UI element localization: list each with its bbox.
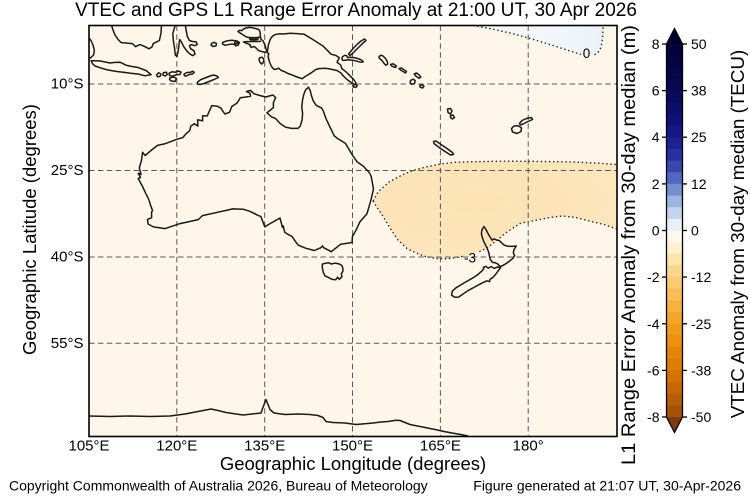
svg-text:6: 6 (652, 83, 660, 99)
svg-text:4: 4 (652, 129, 660, 145)
svg-text:Figure generated at 21:07 UT,: Figure generated at 21:07 UT, 30-Apr-202… (473, 478, 741, 494)
svg-text:-8: -8 (647, 409, 660, 425)
svg-text:135°E: 135°E (244, 438, 285, 455)
svg-text:0: 0 (691, 223, 699, 239)
svg-text:Geographic Latitude (degrees): Geographic Latitude (degrees) (19, 104, 40, 355)
svg-text:VTEC Anomaly from 30-day media: VTEC Anomaly from 30-day median (TECU) (727, 50, 748, 418)
svg-text:165°E: 165°E (420, 438, 461, 455)
svg-text:2: 2 (652, 176, 660, 192)
svg-text:Geographic Longitude (degrees): Geographic Longitude (degrees) (220, 453, 486, 474)
svg-text:Copyright Commonwealth of Aust: Copyright Commonwealth of Australia 2026… (9, 478, 428, 494)
svg-text:10°S: 10°S (51, 76, 84, 93)
svg-text:38: 38 (691, 83, 707, 99)
svg-text:-12: -12 (691, 269, 711, 285)
svg-text:0: 0 (652, 223, 660, 239)
svg-text:-50: -50 (691, 409, 711, 425)
svg-text:-2: -2 (647, 269, 660, 285)
svg-text:-38: -38 (691, 362, 711, 378)
svg-text:50: 50 (691, 36, 707, 52)
svg-text:180°: 180° (513, 438, 544, 455)
svg-text:105°E: 105°E (68, 438, 109, 455)
svg-text:12: 12 (691, 176, 707, 192)
svg-text:25: 25 (691, 129, 707, 145)
svg-text:-4: -4 (647, 316, 660, 332)
svg-text:25°S: 25°S (51, 162, 84, 179)
svg-text:120°E: 120°E (156, 438, 197, 455)
svg-text:55°S: 55°S (51, 335, 84, 352)
svg-text:VTEC and GPS L1 Range Error An: VTEC and GPS L1 Range Error Anomaly at 2… (75, 0, 637, 21)
svg-text:150°E: 150°E (332, 438, 373, 455)
svg-text:8: 8 (652, 36, 660, 52)
svg-text:-3: -3 (464, 251, 476, 266)
svg-text:40°S: 40°S (51, 249, 84, 266)
svg-text:-25: -25 (691, 316, 711, 332)
svg-text:0: 0 (583, 46, 591, 61)
svg-text:L1 Range Error Anomaly from 30: L1 Range Error Anomaly from 30-day media… (619, 25, 640, 465)
svg-text:-6: -6 (647, 362, 660, 378)
